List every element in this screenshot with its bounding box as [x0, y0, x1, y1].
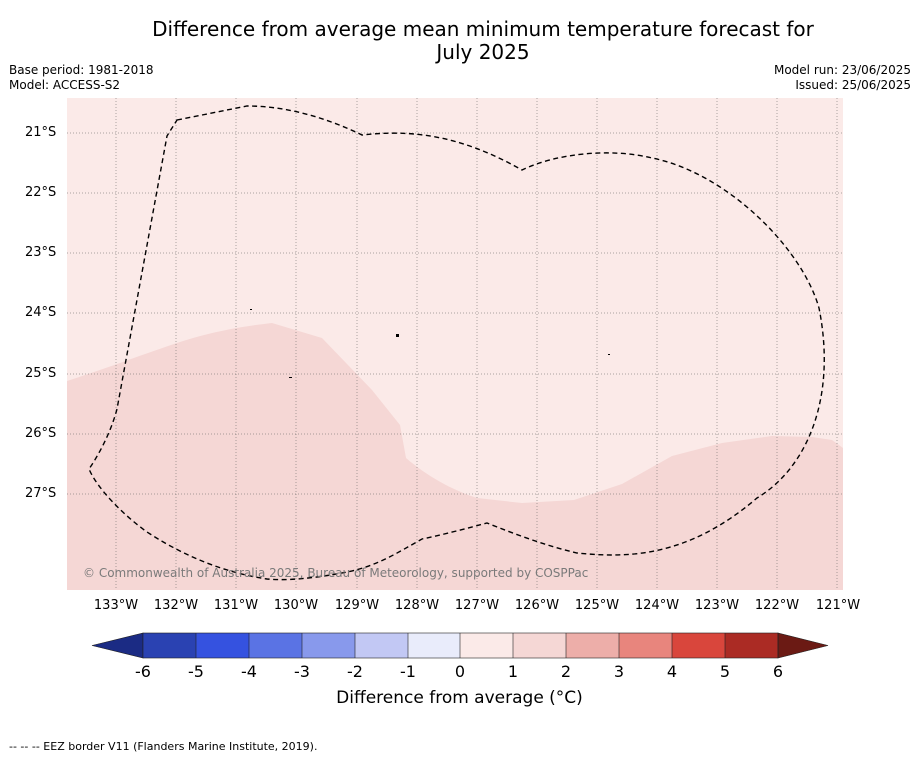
lon-label: 130°W: [273, 598, 319, 613]
colorbar-high-extend: [777, 632, 829, 659]
lon-label: 128°W: [394, 598, 440, 613]
lon-label: 126°W: [514, 598, 560, 613]
colorbar-segment: [725, 633, 778, 658]
lon-label: 129°W: [334, 598, 380, 613]
title-line-2: July 2025: [436, 40, 530, 64]
colorbar-tick-label: 0: [454, 662, 466, 681]
lon-label: 123°W: [694, 598, 740, 613]
colorbar-tick-label: 2: [560, 662, 572, 681]
lon-label: 122°W: [754, 598, 800, 613]
colorbar-segment: [196, 633, 249, 658]
issued-text: Issued: 25/06/2025: [795, 78, 911, 92]
lon-label: 127°W: [454, 598, 500, 613]
colorbar-segment: [302, 633, 355, 658]
colorbar-segment: [355, 633, 408, 658]
colorbar-tick-label: -1: [400, 662, 416, 681]
lon-label: 132°W: [153, 598, 199, 613]
lat-label: 24°S: [25, 305, 57, 320]
eez-border: [88, 105, 825, 581]
lat-label: 22°S: [25, 185, 57, 200]
colorbar-segment: [460, 633, 513, 658]
title-line-1: Difference from average mean minimum tem…: [152, 17, 814, 41]
meta-right: Model run: 23/06/2025 Issued: 25/06/2025: [774, 63, 911, 93]
colorbar-segment: [408, 633, 460, 658]
copyright-text: © Commonwealth of Australia 2025, Bureau…: [83, 566, 588, 580]
lat-label: 27°S: [25, 486, 57, 501]
colorbar-segment: [143, 633, 196, 658]
colorbar-low-extend: [91, 632, 144, 659]
colorbar-title: Difference from average (°C): [336, 688, 583, 708]
colorbar-segment: [566, 633, 619, 658]
lon-label: 131°W: [213, 598, 259, 613]
colorbar-tick-label: -6: [135, 662, 151, 681]
lon-label: 121°W: [815, 598, 861, 613]
island-markers: [250, 309, 610, 378]
lat-label: 26°S: [25, 426, 57, 441]
colorbar: [91, 632, 829, 659]
colorbar-segment: [513, 633, 566, 658]
lat-label: 23°S: [25, 245, 57, 260]
colorbar-segment: [249, 633, 302, 658]
map-panel: © Commonwealth of Australia 2025, Bureau…: [67, 98, 843, 590]
colorbar-tick-label: -2: [347, 662, 363, 681]
model-run-text: Model run: 23/06/2025: [773, 63, 911, 77]
base-period-text: Base period: 1981-2018: [9, 63, 154, 77]
colorbar-segment: [672, 633, 725, 658]
colorbar-tick-label: 1: [507, 662, 519, 681]
latitude-gridlines: [67, 132, 843, 495]
lon-label: 124°W: [634, 598, 680, 613]
lon-label: 133°W: [93, 598, 139, 613]
meta-left: Base period: 1981-2018 Model: ACCESS-S2: [9, 63, 154, 93]
colorbar-tick-label: 6: [772, 662, 784, 681]
colorbar-tick-label: 3: [613, 662, 625, 681]
colorbar-segment: [619, 633, 672, 658]
longitude-gridlines: [115, 98, 838, 590]
chart-title: Difference from average mean minimum tem…: [0, 18, 919, 64]
anomaly-1-to-2-region: [67, 323, 843, 590]
lat-label: 25°S: [25, 366, 57, 381]
lon-label: 125°W: [574, 598, 620, 613]
lat-label: 21°S: [25, 125, 57, 140]
model-text: Model: ACCESS-S2: [9, 78, 121, 92]
colorbar-tick-label: -5: [188, 662, 204, 681]
colorbar-tick-label: 5: [719, 662, 731, 681]
colorbar-tick-label: -4: [241, 662, 257, 681]
colorbar-tick-label: 4: [666, 662, 678, 681]
eez-border-legend: -- -- -- EEZ border V11 (Flanders Marine…: [9, 740, 318, 753]
colorbar-tick-label: -3: [294, 662, 310, 681]
